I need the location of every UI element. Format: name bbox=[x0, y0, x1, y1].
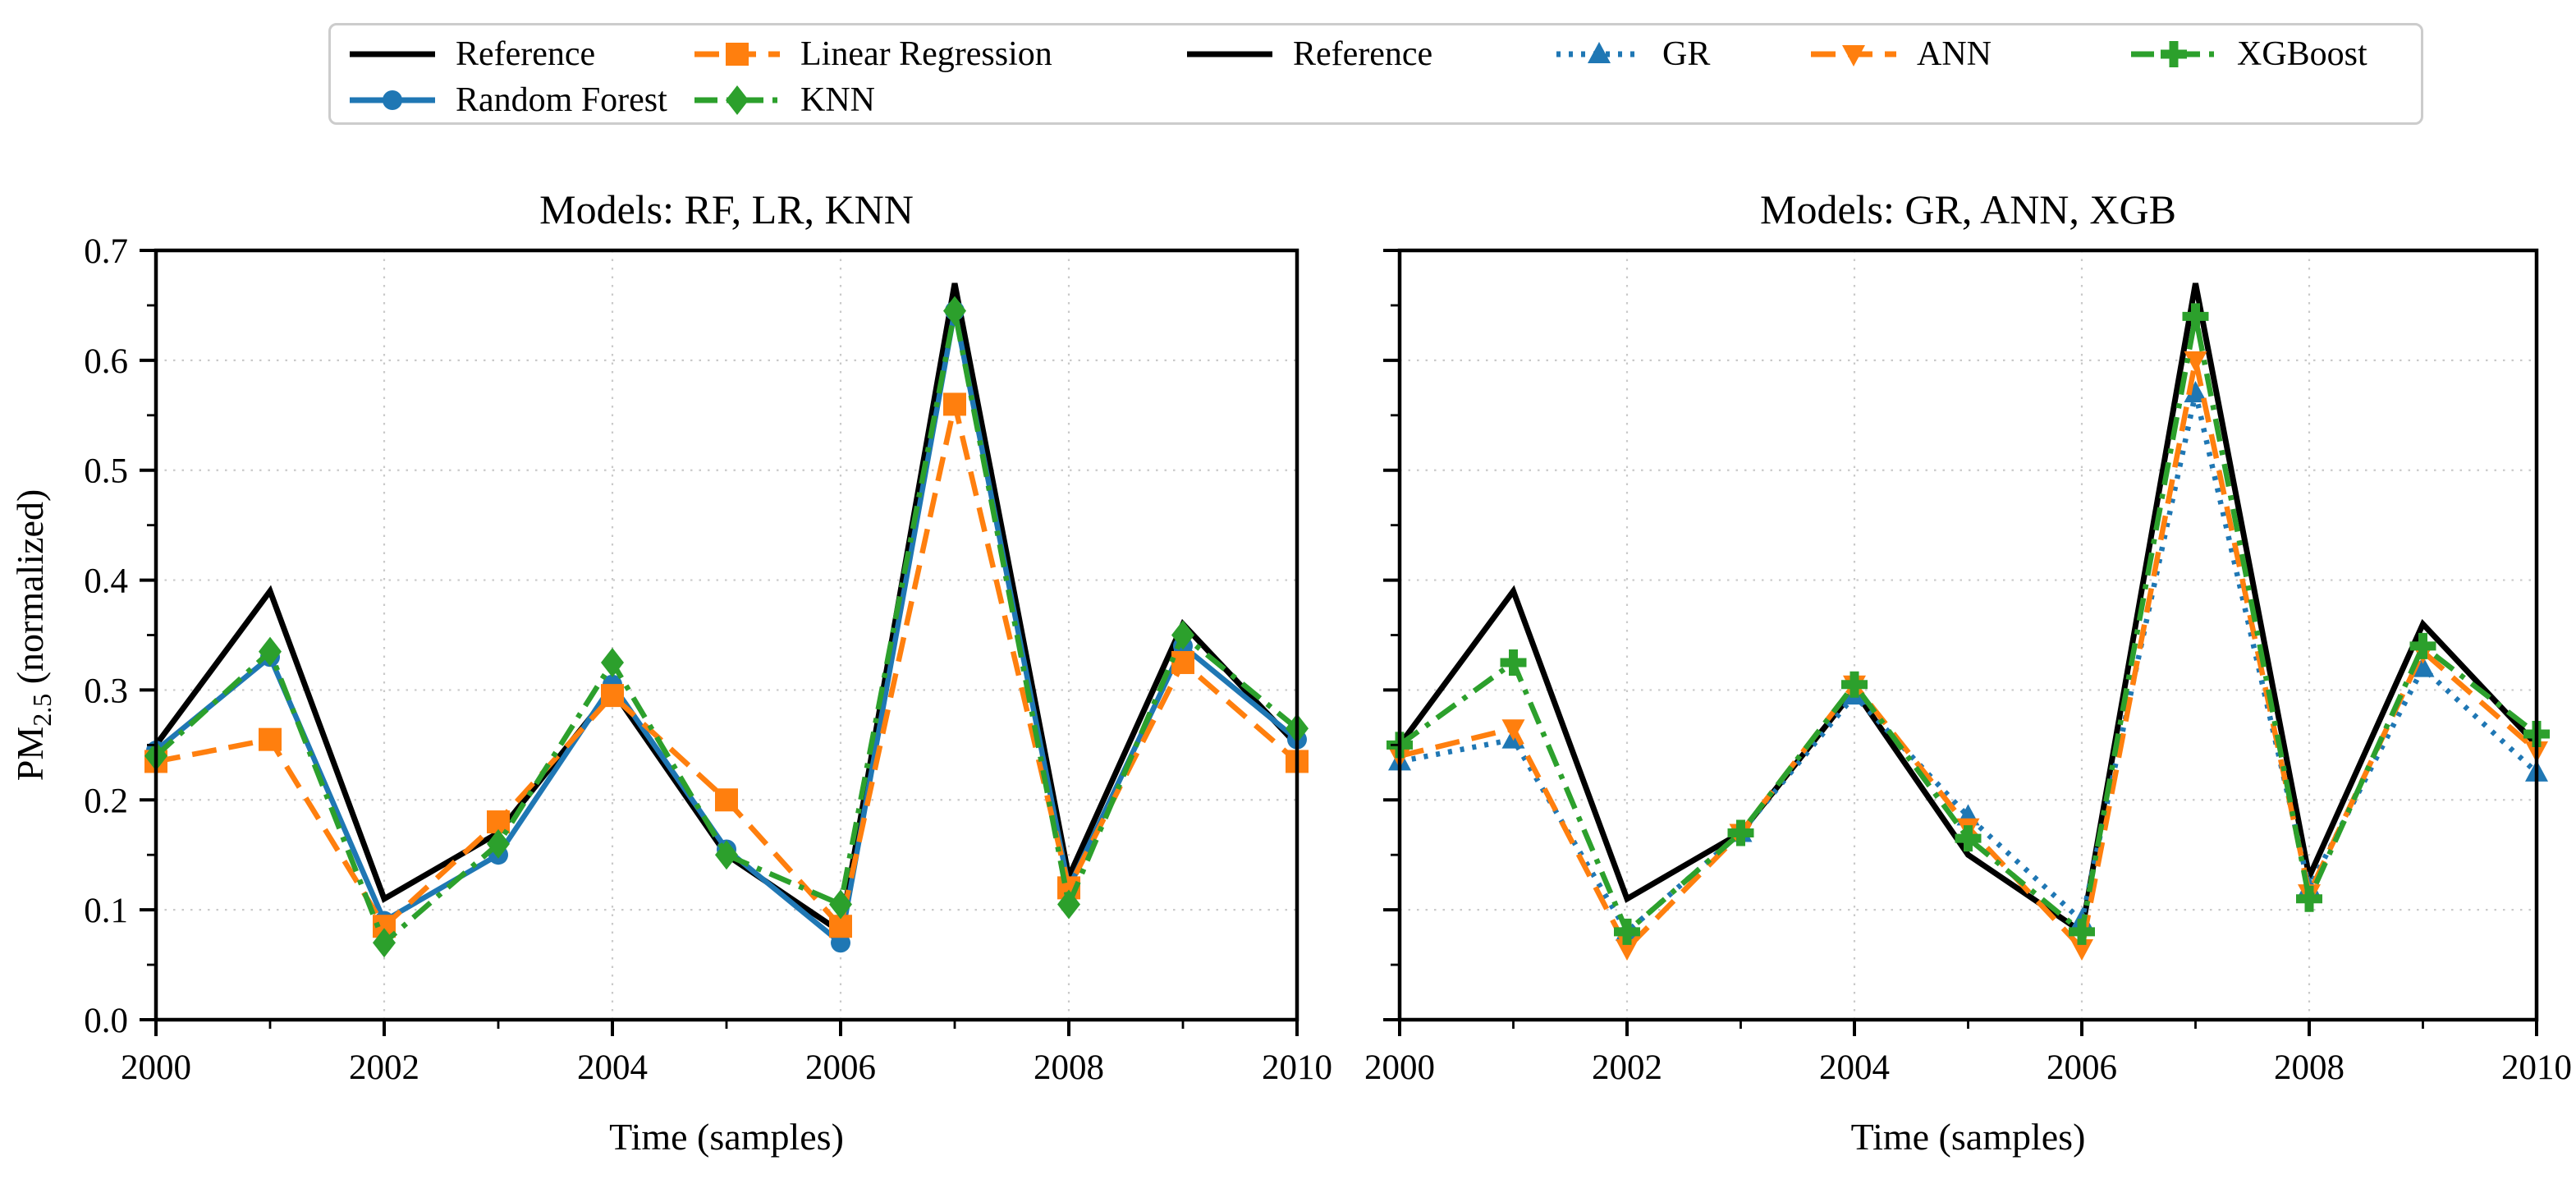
marker-triangle-down-ann bbox=[2184, 351, 2207, 373]
x-tick-label: 2004 bbox=[577, 1048, 648, 1087]
legend-label: Reference bbox=[1293, 35, 1433, 73]
x-tick-label: 2008 bbox=[1034, 1048, 1104, 1087]
legend-entry-gr: GR bbox=[1554, 34, 1710, 75]
marker-triangle-down-ann bbox=[2070, 938, 2093, 961]
legend-entry-ann: ANN bbox=[1808, 34, 1992, 75]
chart-title: Models: GR, ANN, XGB bbox=[1760, 186, 2176, 232]
marker-diamond-knn bbox=[487, 828, 510, 859]
marker-square-linear-regression bbox=[1171, 650, 1194, 674]
marker-diamond-knn bbox=[943, 296, 966, 326]
legend-sample-gr-line bbox=[1556, 42, 1642, 63]
legend-label: GR bbox=[1662, 35, 1711, 73]
y-tick-label: 0.3 bbox=[84, 672, 128, 710]
legend-sample-knn-line bbox=[694, 85, 780, 115]
chart-title: Models: RF, LR, KNN bbox=[539, 186, 914, 232]
series-line-knn bbox=[154, 310, 1299, 947]
marker-square-legend bbox=[726, 43, 749, 66]
marker-diamond-knn bbox=[715, 840, 738, 870]
x-axis-label: Time (samples) bbox=[1851, 1116, 2086, 1158]
legend-entry-reference-2: Reference bbox=[1185, 34, 1432, 75]
marker-circle-legend bbox=[383, 90, 402, 110]
legend-sample-ann-line bbox=[1811, 45, 1896, 67]
marker-circle-random-forest bbox=[831, 933, 850, 953]
marker-square-linear-regression bbox=[943, 392, 966, 416]
legend-sample-reference-line bbox=[1187, 51, 1272, 57]
legend-label: ANN bbox=[1917, 35, 1992, 73]
x-tick-label: 2000 bbox=[1364, 1048, 1435, 1087]
marker-triangle-up-gr bbox=[2184, 381, 2207, 403]
y-tick-label: 0.1 bbox=[84, 892, 128, 930]
legend-label: Linear Regression bbox=[800, 35, 1052, 73]
plot-border bbox=[154, 248, 1299, 1022]
x-tick-label: 2002 bbox=[349, 1048, 419, 1087]
series-line-ann bbox=[1399, 360, 2539, 954]
y-tick-label: 0.2 bbox=[84, 782, 128, 820]
legend-sample-reference-line bbox=[350, 51, 435, 57]
x-tick-label: 2008 bbox=[2274, 1048, 2345, 1087]
marker-diamond-knn bbox=[259, 636, 282, 667]
y-axis-label: PM2.5 (normalized) bbox=[9, 489, 57, 782]
marker-diamond-knn bbox=[601, 647, 624, 677]
marker-triangle-up-legend bbox=[1588, 42, 1611, 63]
marker-diamond-knn bbox=[373, 928, 396, 958]
marker-diamond-knn bbox=[1057, 889, 1080, 920]
series-line-reference bbox=[1397, 282, 2539, 937]
legend-entry-knn: KNN bbox=[692, 80, 875, 121]
right-chart: 2000 2002 2004 2006 2008 2010 Models: GR, ANN,… bbox=[1364, 186, 2572, 1158]
x-tick-label: 2004 bbox=[1819, 1048, 1890, 1087]
marker-diamond-knn bbox=[829, 889, 852, 920]
marker-triangle-down-ann bbox=[1616, 938, 1639, 961]
x-tick-label: 2002 bbox=[1592, 1048, 1662, 1087]
legend-entry-reference: Reference bbox=[347, 34, 595, 75]
marker-diamond-legend bbox=[726, 85, 749, 115]
y-tick-label: 0.5 bbox=[84, 452, 128, 491]
y-tick-label: 0.0 bbox=[84, 1002, 128, 1040]
legend-entry-linear-regression: Linear Regression bbox=[692, 34, 1052, 75]
marker-triangle-down-legend bbox=[1842, 45, 1865, 67]
left-chart: 2000 2002 2004 2006 2008 2010 0.0 0.1 0.2 0.3 0.4 0… bbox=[9, 186, 1332, 1158]
x-tick-label: 2010 bbox=[1262, 1048, 1332, 1087]
marker-triangle-up-gr bbox=[2411, 655, 2435, 677]
marker-square-linear-regression bbox=[715, 788, 738, 812]
marker-diamond-knn bbox=[1171, 620, 1194, 650]
legend-entry-random-forest: Random Forest bbox=[347, 80, 667, 121]
marker-triangle-down-ann bbox=[1501, 719, 1525, 741]
x-tick-label: 2006 bbox=[2047, 1048, 2117, 1087]
legend: Reference Random Forest Linear Regression K… bbox=[328, 23, 2423, 125]
marker-square-linear-regression bbox=[259, 727, 282, 751]
legend-label: Reference bbox=[456, 35, 596, 73]
x-tick-label: 2000 bbox=[121, 1048, 191, 1087]
legend-sample-linear-regression-line bbox=[694, 43, 780, 66]
marker-square-linear-regression bbox=[601, 684, 624, 708]
x-axis-label: Time (samples) bbox=[609, 1116, 844, 1158]
x-tick-label: 2010 bbox=[2501, 1048, 2572, 1087]
legend-label: KNN bbox=[800, 81, 875, 119]
series-line-xgboost bbox=[1398, 315, 2538, 937]
legend-label: Random Forest bbox=[456, 81, 667, 119]
legend-label: XGBoost bbox=[2237, 35, 2367, 73]
x-tick-label: 2006 bbox=[805, 1048, 876, 1087]
legend-sample-xgboost-line bbox=[2131, 41, 2216, 67]
y-tick-label: 0.7 bbox=[84, 232, 128, 271]
y-tick-label: 0.6 bbox=[84, 342, 128, 381]
legend-sample-random-forest-line bbox=[350, 90, 435, 110]
plot-border bbox=[1397, 248, 2539, 1022]
y-tick-label: 0.4 bbox=[84, 562, 128, 601]
legend-entry-xgboost: XGBoost bbox=[2129, 34, 2367, 75]
